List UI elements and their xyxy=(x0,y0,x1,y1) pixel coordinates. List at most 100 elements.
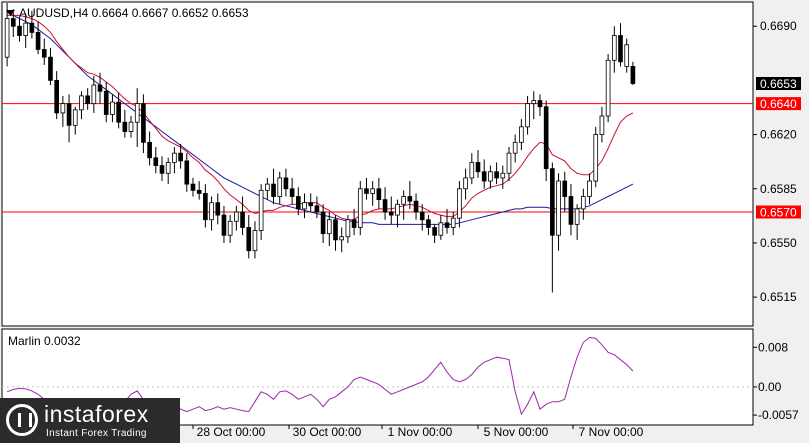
candle-body xyxy=(395,203,400,216)
candle-body xyxy=(60,103,66,114)
candle-body xyxy=(438,222,444,236)
price-tick-label: 0.6585 xyxy=(760,182,797,196)
candle-body xyxy=(29,22,35,33)
candle-body xyxy=(116,101,121,123)
candle-body xyxy=(593,134,599,182)
candle-body xyxy=(35,32,41,50)
watermark-name: instaforex xyxy=(44,401,149,427)
candle-body xyxy=(172,152,177,163)
candle-body xyxy=(246,227,252,252)
candle-body xyxy=(581,196,586,210)
moving-average-slow xyxy=(6,11,634,225)
candle-body xyxy=(320,211,326,235)
candle-body xyxy=(364,188,369,194)
price-tick-label: 0.6550 xyxy=(760,236,797,250)
level-upper-label: 0.6640 xyxy=(760,97,797,111)
candle-body xyxy=(494,171,499,179)
main-plot-area xyxy=(1,1,754,327)
candle-body xyxy=(562,180,568,197)
candle-body xyxy=(277,177,283,197)
candle-body xyxy=(475,162,481,173)
candle-body xyxy=(376,188,382,201)
candle-body xyxy=(178,152,183,162)
candle-body xyxy=(66,103,72,126)
candle-body xyxy=(611,35,617,61)
candle-body xyxy=(147,141,152,159)
candle-body xyxy=(23,22,29,36)
candle-body xyxy=(382,199,388,213)
time-tick-label: 30 Oct 00:00 xyxy=(293,425,362,439)
time-tick-label: 5 Nov 00:00 xyxy=(484,425,549,439)
candle-body xyxy=(271,183,276,197)
candle-body xyxy=(407,196,413,202)
candle-body xyxy=(357,188,363,228)
candle-body xyxy=(10,18,16,27)
candle-body xyxy=(295,196,301,210)
candle-body xyxy=(17,25,22,36)
level-upper-label-bg xyxy=(756,97,801,111)
candle-body xyxy=(234,211,239,222)
candle-body xyxy=(203,193,208,221)
indicator-tick-label: 0.00 xyxy=(758,380,782,394)
candle-body xyxy=(512,141,518,154)
candle-body xyxy=(258,189,264,231)
candle-body xyxy=(289,188,295,197)
candle-body xyxy=(196,189,202,194)
candle-body xyxy=(432,227,437,236)
candle-body xyxy=(519,126,524,143)
candle-body xyxy=(531,100,537,105)
candle-body xyxy=(314,205,320,213)
candle-body xyxy=(72,109,78,126)
price-axis: 0.6690 0.6620 0.6585 0.6550 0.6515 xyxy=(753,19,797,304)
candle-body xyxy=(79,95,84,111)
candle-body xyxy=(481,171,487,182)
indicator-tick-label: -0.0057 xyxy=(758,408,799,422)
candle-body xyxy=(110,101,115,115)
candle-body xyxy=(506,152,512,174)
time-axis: 28 Oct 00:00 30 Oct 00:00 1 Nov 00:00 5 Nov… xyxy=(192,425,644,439)
candle-body xyxy=(85,95,90,105)
candle-body xyxy=(543,106,549,170)
candle-body xyxy=(283,177,289,190)
symbol-header: AUDUSD,H4 0.6664 0.6667 0.6652 0.6653 xyxy=(19,6,249,20)
level-lower-label: 0.6570 xyxy=(760,205,797,219)
candle-body xyxy=(574,208,580,225)
candle-body xyxy=(419,211,425,221)
candle-body xyxy=(388,211,394,216)
candle-body xyxy=(370,188,375,194)
candle-body xyxy=(351,219,357,228)
candle-body xyxy=(240,211,245,228)
watermark: instaforex Instant Forex Trading xyxy=(0,398,180,443)
watermark-tagline: Instant Forex Trading xyxy=(46,428,147,439)
candle-body xyxy=(227,220,233,236)
candle-body xyxy=(153,157,159,166)
candle-body xyxy=(469,162,475,179)
indicator-label: Marlin 0.0032 xyxy=(8,334,81,348)
candle-body xyxy=(630,66,636,84)
price-tick-label: 0.6515 xyxy=(760,290,797,304)
moving-average-fast xyxy=(7,14,634,221)
candle-body xyxy=(605,59,611,117)
candle-body xyxy=(537,100,543,108)
dropdown-triangle-icon[interactable] xyxy=(6,10,15,16)
candle-body xyxy=(550,168,555,236)
candle-body xyxy=(413,200,419,213)
candle-body xyxy=(599,115,605,135)
candle-body xyxy=(463,177,468,190)
candle-body xyxy=(457,188,462,219)
candles-group xyxy=(4,3,636,293)
candle-body xyxy=(308,202,314,207)
candle-body xyxy=(624,44,630,67)
candle-body xyxy=(556,180,561,236)
candle-body xyxy=(97,84,103,92)
candle-body xyxy=(48,56,53,81)
candle-body xyxy=(209,202,214,221)
candle-body xyxy=(345,219,351,238)
indicator-tick-label: 0.008 xyxy=(758,340,788,354)
candle-body xyxy=(215,202,221,216)
price-tick-label: 0.6620 xyxy=(760,128,797,142)
indicator-axis: 0.008 0.00 -0.0057 xyxy=(753,340,799,422)
time-tick-label: 28 Oct 00:00 xyxy=(197,425,266,439)
candle-body xyxy=(128,121,134,132)
price-tick-label: 0.6690 xyxy=(760,19,797,33)
